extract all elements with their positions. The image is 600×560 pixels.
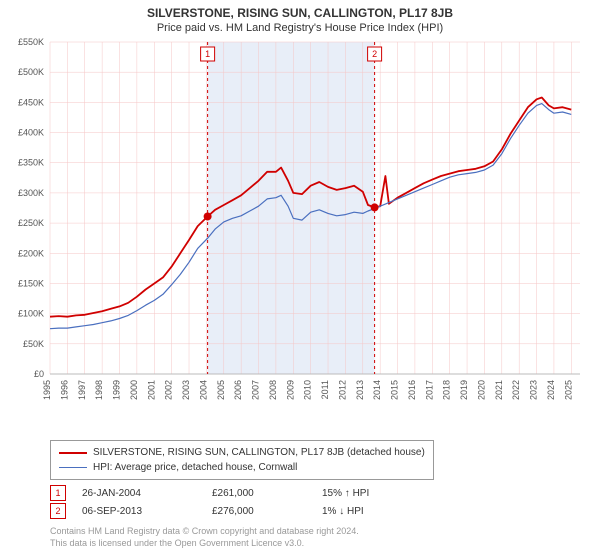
svg-text:2010: 2010 — [303, 380, 313, 400]
footer-line-1: Contains HM Land Registry data © Crown c… — [50, 526, 359, 538]
price-chart: £0£50K£100K£150K£200K£250K£300K£350K£400… — [50, 42, 580, 402]
svg-text:2016: 2016 — [407, 380, 417, 400]
svg-text:1998: 1998 — [94, 380, 104, 400]
svg-text:2003: 2003 — [181, 380, 191, 400]
event-price: £276,000 — [212, 506, 322, 517]
footer-line-2: This data is licensed under the Open Gov… — [50, 538, 359, 550]
svg-text:2008: 2008 — [268, 380, 278, 400]
svg-text:2020: 2020 — [476, 380, 486, 400]
svg-text:£200K: £200K — [18, 248, 44, 258]
svg-text:£450K: £450K — [18, 97, 44, 107]
svg-text:1995: 1995 — [42, 380, 52, 400]
svg-text:2012: 2012 — [337, 380, 347, 400]
footer-text: Contains HM Land Registry data © Crown c… — [50, 526, 359, 549]
legend-label: HPI: Average price, detached house, Corn… — [93, 460, 297, 475]
svg-text:2011: 2011 — [320, 380, 330, 399]
svg-text:2: 2 — [372, 49, 377, 59]
svg-text:£100K: £100K — [18, 309, 44, 319]
svg-text:2001: 2001 — [146, 380, 156, 400]
svg-text:2017: 2017 — [424, 380, 434, 400]
event-marker: 1 — [50, 485, 66, 501]
svg-text:1996: 1996 — [59, 380, 69, 400]
legend-label: SILVERSTONE, RISING SUN, CALLINGTON, PL1… — [93, 445, 425, 460]
svg-text:1: 1 — [205, 49, 210, 59]
event-row: 1 26-JAN-2004£261,00015% ↑ HPI — [50, 484, 442, 502]
svg-text:2018: 2018 — [442, 380, 452, 400]
svg-text:2009: 2009 — [285, 380, 295, 400]
svg-text:£150K: £150K — [18, 278, 44, 288]
legend-swatch — [59, 467, 87, 468]
svg-text:2014: 2014 — [372, 380, 382, 400]
svg-text:2013: 2013 — [355, 380, 365, 400]
event-delta: 1% ↓ HPI — [322, 506, 442, 517]
event-date: 26-JAN-2004 — [82, 488, 212, 499]
svg-text:2000: 2000 — [129, 380, 139, 400]
event-row: 2 06-SEP-2013£276,0001% ↓ HPI — [50, 502, 442, 520]
svg-text:£500K: £500K — [18, 67, 44, 77]
chart-container: SILVERSTONE, RISING SUN, CALLINGTON, PL1… — [0, 0, 600, 560]
event-marker: 2 — [50, 503, 66, 519]
svg-text:2024: 2024 — [546, 380, 556, 400]
svg-text:£0: £0 — [34, 369, 44, 379]
svg-text:2005: 2005 — [216, 380, 226, 400]
svg-text:£550K: £550K — [18, 37, 44, 47]
svg-text:£250K: £250K — [18, 218, 44, 228]
svg-text:1999: 1999 — [112, 380, 122, 400]
svg-text:2023: 2023 — [529, 380, 539, 400]
svg-text:2002: 2002 — [164, 380, 174, 400]
svg-text:£300K: £300K — [18, 188, 44, 198]
svg-text:2019: 2019 — [459, 380, 469, 400]
svg-text:2007: 2007 — [251, 380, 261, 400]
event-delta: 15% ↑ HPI — [322, 488, 442, 499]
event-price: £261,000 — [212, 488, 322, 499]
svg-text:£350K: £350K — [18, 158, 44, 168]
svg-text:£50K: £50K — [23, 339, 44, 349]
events-table: 1 26-JAN-2004£261,00015% ↑ HPI 2 06-SEP-201… — [50, 484, 442, 520]
svg-text:£400K: £400K — [18, 128, 44, 138]
chart-subtitle: Price paid vs. HM Land Registry's House … — [0, 20, 600, 38]
legend-swatch — [59, 452, 87, 454]
svg-text:2025: 2025 — [563, 380, 573, 400]
legend-item: HPI: Average price, detached house, Corn… — [59, 460, 425, 475]
svg-text:2006: 2006 — [233, 380, 243, 400]
svg-text:2004: 2004 — [198, 380, 208, 400]
legend: SILVERSTONE, RISING SUN, CALLINGTON, PL1… — [50, 440, 434, 480]
legend-item: SILVERSTONE, RISING SUN, CALLINGTON, PL1… — [59, 445, 425, 460]
svg-text:2021: 2021 — [494, 380, 504, 400]
svg-text:1997: 1997 — [77, 380, 87, 400]
chart-title: SILVERSTONE, RISING SUN, CALLINGTON, PL1… — [0, 0, 600, 20]
svg-text:2022: 2022 — [511, 380, 521, 400]
svg-text:2015: 2015 — [390, 380, 400, 400]
event-date: 06-SEP-2013 — [82, 506, 212, 517]
